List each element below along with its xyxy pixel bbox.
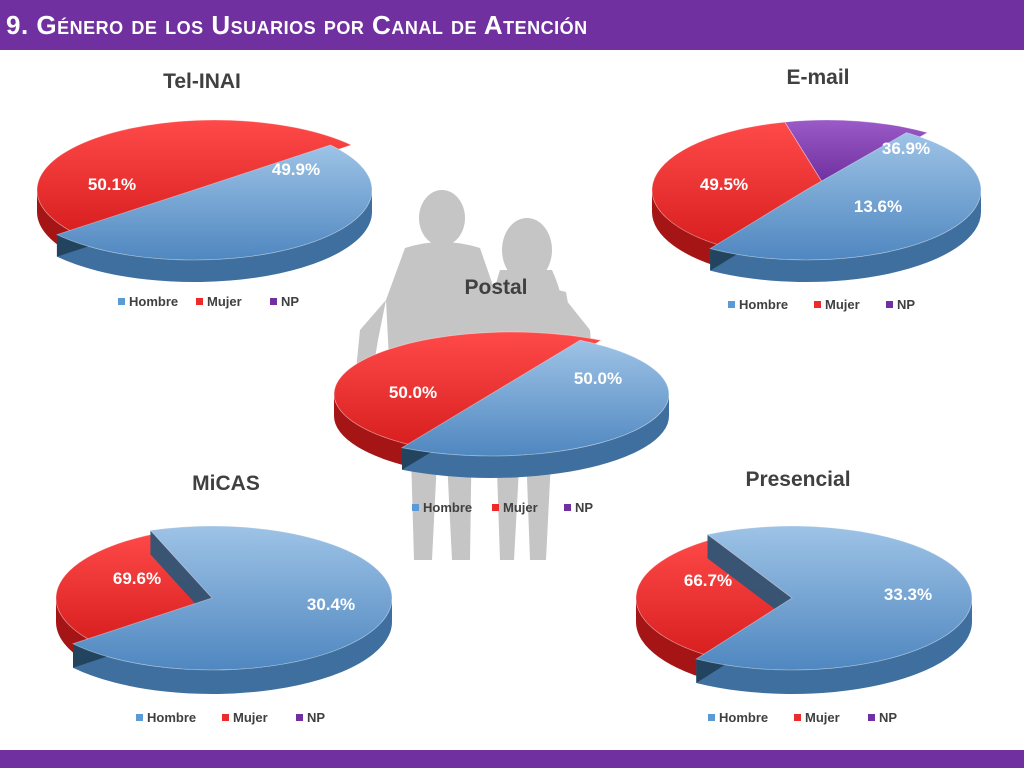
legend-label-mujer: Mujer xyxy=(825,297,860,312)
chart-title: Presencial xyxy=(745,468,850,491)
chart-title: E-mail xyxy=(786,66,849,89)
pie-slice-mujer xyxy=(651,121,828,250)
chart-title: Tel-INAI xyxy=(163,70,241,93)
legend-swatch-mujer xyxy=(794,714,801,721)
chart-legend: Hombre Mujer NP xyxy=(412,500,593,515)
legend-label-hombre: Hombre xyxy=(719,710,768,725)
chart-legend: Hombre Mujer NP xyxy=(708,710,897,725)
pie-side-hombre xyxy=(56,190,372,282)
pie-side-hombre xyxy=(696,598,972,694)
pie-slice-hombre xyxy=(400,339,670,457)
chart-legend: Hombre Mujer NP xyxy=(136,710,325,725)
legend-label-mujer: Mujer xyxy=(503,500,538,515)
legend-swatch-np xyxy=(886,301,893,308)
pie-slice-hombre xyxy=(71,525,393,671)
pie-chart-3: MiCAS 69.6% 30.4% Hombre Mujer NP xyxy=(55,472,393,725)
pie-slice-hombre xyxy=(709,132,982,261)
data-label-hombre: 50.0% xyxy=(389,383,437,402)
pie-chart-0: Tel-INAI 50.1% 49.9% Hombre Mujer NP xyxy=(36,70,373,309)
data-label-hombre: 50.1% xyxy=(88,175,136,194)
legend-label-np: NP xyxy=(281,294,299,309)
pie-side-hombre xyxy=(710,190,981,282)
legend-swatch-np xyxy=(270,298,277,305)
legend-swatch-mujer xyxy=(492,504,499,511)
charts-canvas: Tel-INAI 50.1% 49.9% Hombre Mujer NP E-mail 49.… xyxy=(36,66,982,725)
chart-title: MiCAS xyxy=(192,472,260,495)
legend-label-np: NP xyxy=(879,710,897,725)
chart-legend: Hombre Mujer NP xyxy=(118,294,299,309)
legend-label-np: NP xyxy=(897,297,915,312)
legend-swatch-np xyxy=(564,504,571,511)
data-label-np: 13.6% xyxy=(854,197,902,216)
legend-swatch-np xyxy=(868,714,875,721)
title-bar: 9. Género de los Usuarios por Canal de A… xyxy=(0,0,1024,50)
pie-cut-hombre xyxy=(707,534,792,622)
data-label-mujer: 49.9% xyxy=(272,160,320,179)
legend-label-mujer: Mujer xyxy=(207,294,242,309)
legend-swatch-hombre xyxy=(708,714,715,721)
legend-swatch-hombre xyxy=(728,301,735,308)
data-label-mujer: 30.4% xyxy=(307,595,355,614)
legend-swatch-mujer xyxy=(222,714,229,721)
pie-side-hombre xyxy=(72,598,392,695)
data-label-hombre: 69.6% xyxy=(113,569,161,588)
legend-label-np: NP xyxy=(575,500,593,515)
pie-slice-hombre xyxy=(695,525,973,671)
pie-slice-hombre xyxy=(55,144,373,261)
legend-label-mujer: Mujer xyxy=(805,710,840,725)
charts-layer: Tel-INAI 50.1% 49.9% Hombre Mujer NP E-mail 49.… xyxy=(36,66,982,725)
pie-chart-1: E-mail 49.5% 36.9% 13.6% Hombre Mujer NP xyxy=(651,66,982,312)
legend-label-hombre: Hombre xyxy=(423,500,472,515)
legend-label-hombre: Hombre xyxy=(129,294,178,309)
pie-slice-mujer xyxy=(36,119,353,236)
legend-label-hombre: Hombre xyxy=(739,297,788,312)
bottom-bar xyxy=(0,750,1024,768)
legend-swatch-hombre xyxy=(136,714,143,721)
bottom-divider xyxy=(0,747,1024,749)
pie-chart-4: Presencial 66.7% 33.3% Hombre Mujer NP xyxy=(635,468,973,725)
chart-legend: Hombre Mujer NP xyxy=(728,297,915,312)
pie-side-mujer xyxy=(334,394,423,470)
data-label-hombre: 66.7% xyxy=(684,571,732,590)
page-title: 9. Género de los Usuarios por Canal de A… xyxy=(6,10,588,40)
data-label-hombre: 49.5% xyxy=(700,175,748,194)
data-label-mujer: 36.9% xyxy=(882,139,930,158)
pie-slice-np xyxy=(784,119,929,191)
chart-title: Postal xyxy=(464,276,527,299)
pie-cut-hombre xyxy=(150,530,212,622)
legend-label-np: NP xyxy=(307,710,325,725)
pie-slice-mujer xyxy=(333,331,603,449)
legend-swatch-mujer xyxy=(814,301,821,308)
data-label-mujer: 33.3% xyxy=(884,585,932,604)
pie-chart-2: Postal 50.0% 50.0% Hombre Mujer NP xyxy=(333,276,670,515)
legend-swatch-mujer xyxy=(196,298,203,305)
legend-swatch-hombre xyxy=(118,298,125,305)
legend-label-mujer: Mujer xyxy=(233,710,268,725)
pie-side-hombre xyxy=(402,394,669,478)
legend-label-hombre: Hombre xyxy=(147,710,196,725)
data-label-mujer: 50.0% xyxy=(574,369,622,388)
legend-swatch-hombre xyxy=(412,504,419,511)
legend-swatch-np xyxy=(296,714,303,721)
